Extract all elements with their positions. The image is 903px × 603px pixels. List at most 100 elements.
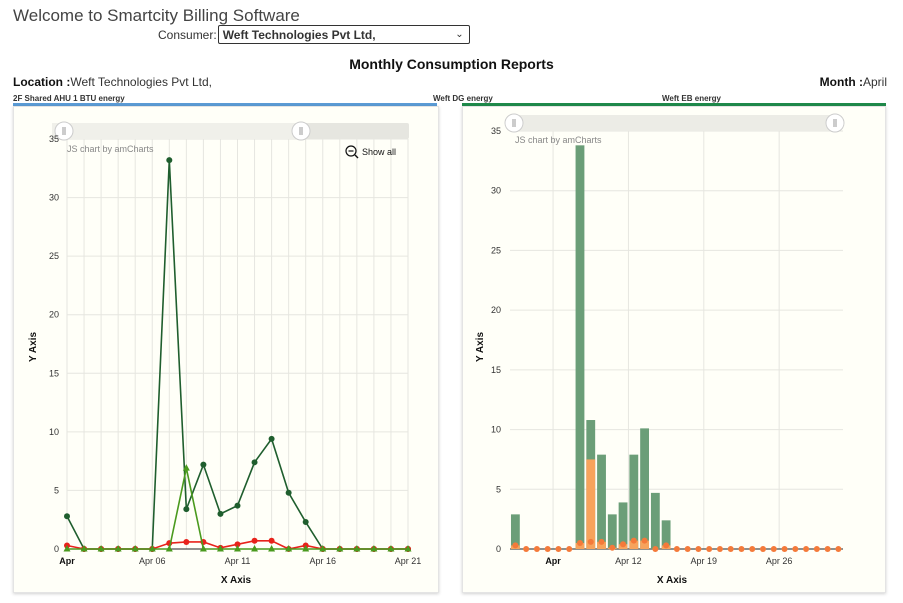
data-point — [620, 541, 627, 548]
data-point — [97, 545, 105, 552]
data-point — [251, 545, 259, 552]
data-point — [63, 545, 71, 552]
dg-bar — [586, 459, 596, 549]
data-point — [234, 502, 241, 509]
data-point — [183, 538, 190, 545]
data-point — [587, 538, 594, 545]
scrollbar-grip-left[interactable] — [504, 113, 524, 133]
data-point — [268, 435, 275, 442]
scrollbar-grip-left[interactable] — [54, 121, 74, 141]
data-point — [663, 542, 670, 549]
y-axis-title: Y Axis — [475, 332, 486, 362]
data-point — [251, 537, 258, 544]
data-point — [165, 545, 173, 552]
data-point — [285, 545, 293, 552]
eb-bar — [510, 514, 520, 549]
y-axis-title: Y Axis — [28, 332, 39, 362]
y-tick-label: 15 — [49, 368, 59, 378]
scrollbar-grip-right[interactable] — [291, 121, 311, 141]
data-point — [148, 545, 156, 552]
y-tick-label: 35 — [491, 126, 501, 136]
y-tick-label: 10 — [49, 427, 59, 437]
legend-item-dg[interactable]: Weft DG energy — [433, 94, 493, 103]
data-point — [217, 510, 224, 517]
eb-bar — [640, 428, 649, 549]
y-tick-label: 35 — [49, 134, 59, 144]
consumer-select[interactable]: Weft Technologies Pvt Ltd, ⌄ — [217, 25, 470, 44]
month-info: Month :April — [820, 75, 887, 89]
zoom-out-icon[interactable] — [345, 145, 357, 157]
y-tick-label: 0 — [54, 544, 59, 554]
amcharts-credit[interactable]: JS chart by amCharts — [515, 135, 602, 145]
bar-chart-series — [510, 145, 842, 552]
data-point — [652, 546, 659, 552]
data-point — [80, 545, 88, 552]
data-point — [738, 546, 745, 552]
x-axis-title: X Axis — [657, 575, 688, 586]
data-point — [199, 545, 207, 552]
data-point — [131, 545, 139, 552]
data-point — [781, 546, 788, 552]
line-chart-scrollbar[interactable] — [52, 121, 409, 141]
eb-bar — [575, 145, 585, 549]
data-point — [749, 546, 756, 552]
location-value: Weft Technologies Pvt Ltd, — [70, 75, 212, 89]
x-tick-label: Apr — [59, 556, 75, 566]
legend-item-eb[interactable]: Weft EB energy — [662, 94, 721, 103]
show-all-label[interactable]: Show all — [362, 147, 396, 157]
data-point — [727, 546, 734, 552]
data-point — [268, 537, 275, 544]
data-point — [576, 540, 583, 547]
data-point — [200, 461, 207, 468]
x-tick-label: Apr 19 — [691, 556, 718, 566]
y-tick-label: 20 — [491, 305, 501, 315]
location-label: Location : — [13, 75, 71, 89]
scrollbar-track[interactable] — [510, 115, 840, 131]
data-point — [336, 545, 344, 552]
bar-chart-axes: 0 5 10 15 20 25 30 35 Apr Apr 12 Apr 19 Apr 26 — [491, 126, 843, 566]
legend-item-ahu[interactable]: 2F Shared AHU 1 BTU energy — [13, 94, 125, 103]
eb-bar — [607, 514, 617, 549]
data-point — [302, 545, 310, 552]
data-point — [234, 545, 241, 552]
line-chart-series — [63, 157, 412, 552]
data-point — [251, 459, 258, 466]
legend-line-right — [462, 103, 886, 106]
data-point — [566, 546, 573, 552]
data-point — [370, 545, 378, 552]
eb-bar — [629, 454, 639, 549]
data-point — [319, 545, 327, 552]
eb-bar — [597, 454, 606, 549]
data-point — [824, 546, 831, 552]
data-point — [285, 489, 292, 496]
data-point — [387, 545, 395, 552]
data-point — [302, 519, 309, 526]
report-title: Monthly Consumption Reports — [349, 56, 554, 72]
x-tick-label: Apr 21 — [395, 556, 422, 566]
data-point — [353, 545, 361, 552]
data-point — [523, 546, 530, 552]
bar-chart: JS chart by amCharts 0 5 10 15 20 25 30 35 Apr Ap… — [475, 113, 845, 586]
amcharts-credit[interactable]: JS chart by amCharts — [67, 144, 154, 154]
dg-bar — [597, 541, 606, 549]
bar-chart-scrollbar[interactable] — [504, 113, 845, 133]
data-point — [555, 546, 562, 552]
data-point — [803, 546, 810, 552]
scrollbar-grip-right[interactable] — [825, 113, 845, 133]
data-point — [268, 545, 276, 552]
x-tick-label: Apr 26 — [766, 556, 793, 566]
data-point — [609, 544, 616, 551]
consumer-select-value: Weft Technologies Pvt Ltd, — [222, 27, 376, 42]
location-info: Location :Weft Technologies Pvt Ltd, — [13, 75, 212, 89]
data-point — [770, 546, 777, 552]
y-tick-label: 15 — [491, 365, 501, 375]
scrollbar-thumb[interactable] — [52, 123, 302, 139]
data-point — [706, 546, 713, 552]
data-point — [64, 513, 70, 520]
y-tick-label: 0 — [496, 544, 501, 554]
line-chart-axes: 0 5 10 15 20 25 30 35 Apr Apr 06 Apr 11 Apr 16 Apr 2… — [49, 134, 421, 566]
month-label: Month : — [819, 75, 863, 89]
data-point — [835, 546, 842, 552]
show-all-button[interactable]: Show all — [345, 145, 396, 159]
y-tick-label: 5 — [54, 485, 59, 495]
